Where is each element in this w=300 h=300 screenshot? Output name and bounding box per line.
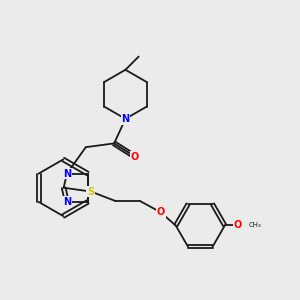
Text: O: O — [234, 220, 242, 230]
Text: N: N — [63, 169, 71, 178]
Text: O: O — [157, 207, 165, 217]
Text: O: O — [131, 152, 139, 162]
Text: N: N — [122, 114, 130, 124]
Text: CH₃: CH₃ — [249, 223, 261, 229]
Text: N: N — [122, 114, 130, 124]
Text: S: S — [87, 187, 94, 196]
Text: N: N — [63, 197, 71, 207]
